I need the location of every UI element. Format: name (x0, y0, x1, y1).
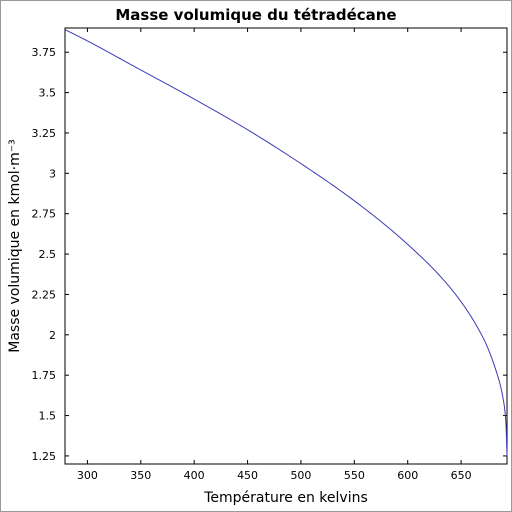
y-tick-label: 3.5 (39, 87, 57, 100)
x-tick-label: 550 (344, 469, 365, 482)
y-tick-label: 3.25 (32, 127, 57, 140)
chart-title: Masse volumique du tétradécane (115, 6, 396, 24)
x-tick-label: 450 (237, 469, 258, 482)
x-tick-label: 400 (184, 469, 205, 482)
y-tick-label: 2.25 (32, 288, 57, 301)
y-tick-label: 1.75 (32, 369, 57, 382)
y-axis-label: Masse volumique en kmol·m⁻³ (7, 139, 23, 353)
x-tick-label: 300 (77, 469, 98, 482)
x-tick-label: 500 (290, 469, 311, 482)
y-tick-label: 2.5 (39, 248, 57, 261)
y-tick-label: 3.75 (32, 46, 57, 59)
y-tick-label: 3 (49, 167, 56, 180)
y-tick-label: 1.5 (39, 410, 57, 423)
x-tick-label: 350 (130, 469, 151, 482)
density-series-line (64, 29, 508, 456)
x-axis-label: Température en kelvins (203, 490, 368, 506)
y-tick-label: 1.25 (32, 450, 57, 463)
x-tick-label: 600 (397, 469, 418, 482)
x-axis: 300 350 400 450 500 550 600 650 (77, 28, 472, 482)
y-tick-label: 2 (49, 329, 56, 342)
y-axis: 1.25 1.5 1.75 2 2.25 2.5 2.75 3 3.25 3.5 3.75 (32, 46, 507, 463)
y-tick-label: 2.75 (32, 208, 57, 221)
x-tick-label: 650 (451, 469, 472, 482)
plot-area (64, 27, 508, 465)
